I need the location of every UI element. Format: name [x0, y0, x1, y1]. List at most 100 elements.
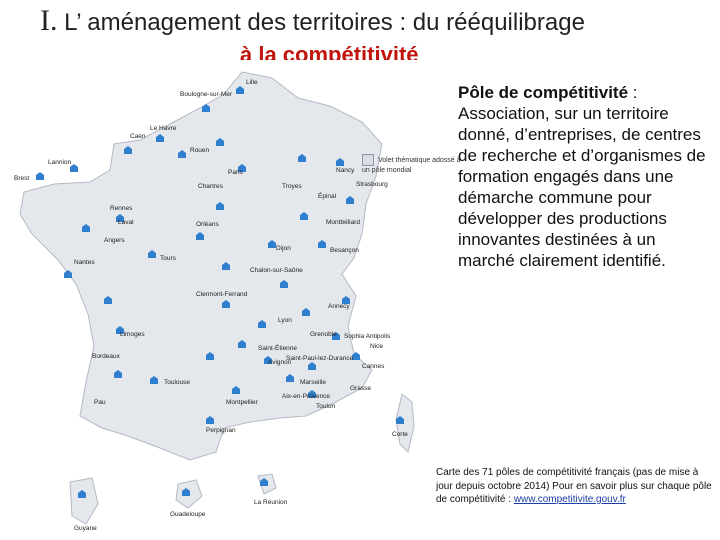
city-label: Bordeaux — [92, 353, 121, 360]
slide-subtitle: à la compétitivité — [240, 42, 419, 60]
city-label: Toulouse — [164, 379, 190, 386]
pole-marker — [148, 250, 156, 258]
mainland-france-shape — [19, 71, 383, 461]
city-label: Limoges — [120, 331, 145, 338]
city-label: Grenoble — [310, 331, 337, 338]
city-label: Saint-Étienne — [258, 343, 297, 352]
pole-marker — [318, 240, 326, 248]
pole-marker — [298, 154, 306, 162]
pole-marker — [196, 232, 204, 240]
pole-marker — [150, 376, 158, 384]
city-label: Nantes — [74, 259, 95, 266]
pole-marker — [308, 390, 316, 398]
legend-text: Volet thématique adossé à un pôle mondia… — [362, 156, 461, 174]
city-label: Marseille — [300, 379, 326, 386]
pole-marker — [308, 362, 316, 370]
city-label: Aix-en-Provence — [282, 393, 330, 400]
city-label: Orléans — [196, 221, 220, 228]
pole-marker — [238, 340, 246, 348]
city-label: Chalon-sur-Saône — [250, 267, 303, 274]
city-label: Nice — [370, 343, 383, 350]
city-label: Avignon — [268, 359, 292, 366]
city-label: Nancy — [336, 167, 355, 174]
pole-marker — [156, 134, 164, 142]
city-label: Strasbourg — [356, 181, 388, 188]
title-numeral: I. — [40, 4, 58, 37]
city-label: Angers — [104, 237, 125, 244]
pole-marker — [332, 332, 340, 340]
thematic-pole-icon — [362, 154, 374, 166]
map-legend: Volet thématique adossé à un pôle mondia… — [362, 154, 462, 175]
pole-marker — [336, 158, 344, 166]
pole-marker — [70, 164, 78, 172]
pole-marker — [36, 172, 44, 180]
city-label: Besançon — [330, 247, 359, 254]
pole-marker — [264, 356, 272, 364]
pole-marker — [302, 308, 310, 316]
pole-marker — [300, 212, 308, 220]
city-label: Guadeloupe — [170, 511, 206, 518]
city-labels: Lille Boulogne-sur-Mer Caen Rouen Le Hav… — [14, 79, 408, 532]
poles-map: Lille Boulogne-sur-Mer Caen Rouen Le Hav… — [10, 64, 461, 534]
map-caption: Carte des 71 pôles de compétitivité fran… — [436, 466, 716, 507]
pole-marker — [64, 270, 72, 278]
pole-marker — [178, 150, 186, 158]
city-label: Corte — [392, 431, 408, 438]
city-label: Montbéliard — [326, 219, 360, 226]
pole-marker — [280, 280, 288, 288]
pole-marker — [82, 224, 90, 232]
city-label: Saint-Paul-lez-Durance — [286, 355, 354, 362]
pole-marker — [124, 146, 132, 154]
pole-marker — [352, 352, 360, 360]
city-label: La Réunion — [254, 499, 288, 506]
pole-marker — [104, 296, 112, 304]
city-label: Boulogne-sur-Mer — [180, 91, 233, 98]
city-label: Pau — [94, 399, 106, 406]
guyane-shape — [69, 477, 99, 525]
city-label: Rennes — [110, 205, 133, 212]
city-label: Troyes — [282, 183, 302, 190]
city-label: Clermont-Ferrand — [196, 291, 248, 298]
pole-marker — [182, 488, 190, 496]
title-text: L’ aménagement des territoires : du rééq… — [57, 9, 585, 36]
pole-marker — [342, 296, 350, 304]
city-label: Guyane — [74, 525, 97, 532]
pole-marker — [268, 240, 276, 248]
definition-body: : Association, sur un territoire donné, … — [458, 83, 706, 270]
city-label: Lyon — [278, 317, 292, 324]
pole-marker — [116, 214, 124, 222]
city-label: Tours — [160, 255, 177, 262]
definition-text: Pôle de compétitivité : Association, sur… — [458, 82, 710, 271]
pole-marker — [216, 202, 224, 210]
pole-marker — [202, 104, 210, 112]
city-label: Lannion — [48, 159, 72, 166]
city-label: Grasse — [350, 385, 371, 392]
pole-markers — [36, 86, 404, 498]
slide-title: I. L’ aménagement des territoires : du r… — [40, 6, 680, 38]
pole-marker — [116, 326, 124, 334]
pole-marker — [286, 374, 294, 382]
france-map-svg: Lille Boulogne-sur-Mer Caen Rouen Le Hav… — [14, 71, 415, 532]
city-label: Le Havre — [150, 125, 177, 132]
pole-marker — [232, 386, 240, 394]
pole-marker — [216, 138, 224, 146]
competitivite-link[interactable]: www.competitivite.gouv.fr — [513, 494, 626, 505]
city-label: Épinal — [318, 191, 337, 200]
pole-marker — [396, 416, 404, 424]
city-label: Perpignan — [206, 427, 236, 434]
pole-marker — [114, 370, 122, 378]
city-label: Brest — [14, 175, 29, 182]
caption-text: Carte des 71 pôles de compétitivité fran… — [436, 467, 712, 505]
city-label: Paris — [228, 169, 244, 176]
city-label: Dijon — [276, 245, 291, 252]
city-label: Chartres — [198, 183, 224, 190]
city-label: Cannes — [362, 363, 385, 370]
pole-marker — [346, 196, 354, 204]
city-label: Annecy — [328, 303, 350, 310]
city-label: Lille — [246, 79, 258, 86]
city-label: Laval — [118, 219, 134, 226]
pole-marker — [206, 416, 214, 424]
city-label: Montpellier — [226, 399, 259, 406]
city-label: Rouen — [190, 147, 210, 154]
pole-marker — [78, 490, 86, 498]
